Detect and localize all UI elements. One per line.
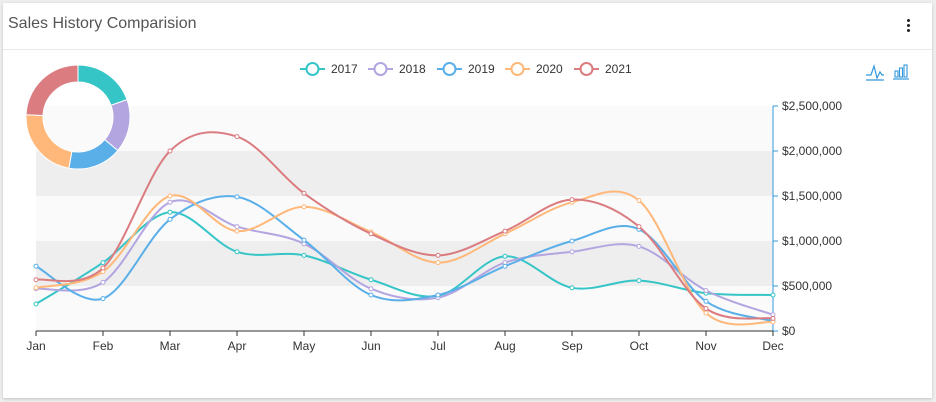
card-title: Sales History Comparision bbox=[8, 15, 197, 32]
legend-label-2021[interactable]: 2021 bbox=[605, 62, 632, 76]
data-point-2018[interactable] bbox=[167, 199, 173, 205]
data-point-2019[interactable] bbox=[703, 298, 709, 304]
data-point-2020[interactable] bbox=[33, 285, 39, 291]
data-point-2020[interactable] bbox=[636, 198, 642, 203]
legend-marker-2019[interactable] bbox=[442, 62, 457, 76]
series-line-2018 bbox=[35, 199, 774, 316]
data-point-2019[interactable] bbox=[435, 292, 441, 298]
data-point-2017[interactable] bbox=[100, 260, 106, 266]
x-tick-label: Jun bbox=[361, 339, 380, 353]
y-tick-label: $1,000,000 bbox=[782, 234, 842, 248]
data-point-2017[interactable] bbox=[33, 301, 39, 307]
bar-chart-icon[interactable] bbox=[893, 64, 909, 80]
data-point-2021[interactable] bbox=[167, 148, 173, 154]
data-point-2017[interactable] bbox=[502, 253, 508, 259]
data-point-2018[interactable] bbox=[234, 224, 240, 230]
legend-marker-2017[interactable] bbox=[305, 62, 320, 76]
kebab-vertical-icon[interactable] bbox=[904, 19, 912, 35]
data-point-2018[interactable] bbox=[703, 288, 709, 293]
x-tick-label: Oct bbox=[630, 339, 649, 353]
data-point-2019[interactable] bbox=[234, 194, 240, 200]
data-point-2021[interactable] bbox=[703, 306, 709, 311]
data-point-2021[interactable] bbox=[301, 190, 307, 196]
x-tick-label: Mar bbox=[160, 339, 181, 353]
data-point-2019[interactable] bbox=[502, 263, 508, 269]
legend-marker-2020[interactable] bbox=[510, 62, 525, 76]
x-tick-label: Sep bbox=[561, 339, 583, 353]
data-point-2019[interactable] bbox=[569, 238, 575, 244]
donut-slice-2017[interactable] bbox=[77, 64, 128, 106]
y-tick-label: $2,500,000 bbox=[782, 99, 842, 113]
data-point-2017[interactable] bbox=[636, 278, 642, 284]
legend-label-2020[interactable]: 2020 bbox=[536, 62, 563, 76]
data-point-2017[interactable] bbox=[167, 209, 173, 215]
donut-slice-2021[interactable] bbox=[25, 64, 79, 116]
data-point-2018[interactable] bbox=[569, 249, 575, 255]
data-point-2019[interactable] bbox=[167, 216, 173, 222]
data-point-2020[interactable] bbox=[301, 204, 307, 210]
grid-band bbox=[36, 106, 773, 151]
data-point-2021[interactable] bbox=[636, 224, 642, 230]
data-point-2018[interactable] bbox=[636, 243, 642, 249]
data-point-2017[interactable] bbox=[569, 285, 575, 291]
y-tick-label: $0 bbox=[782, 324, 796, 338]
series-line-2020 bbox=[35, 190, 774, 326]
y-tick-label: $2,000,000 bbox=[782, 144, 842, 158]
data-point-2017[interactable] bbox=[301, 252, 307, 258]
data-point-2021[interactable] bbox=[368, 231, 374, 237]
data-point-2017[interactable] bbox=[234, 249, 240, 255]
data-point-2021[interactable] bbox=[435, 252, 441, 258]
data-point-2020[interactable] bbox=[435, 260, 441, 266]
x-tick-label: May bbox=[293, 339, 316, 353]
x-tick-label: Dec bbox=[762, 339, 783, 353]
y-tick-label: $500,000 bbox=[782, 279, 832, 293]
data-point-2021[interactable] bbox=[502, 228, 508, 234]
legend-label-2018[interactable]: 2018 bbox=[399, 62, 426, 76]
data-point-2021[interactable] bbox=[33, 277, 39, 283]
data-point-2021[interactable] bbox=[234, 134, 240, 140]
data-point-2019[interactable] bbox=[368, 292, 374, 298]
legend-label-2017[interactable]: 2017 bbox=[331, 62, 358, 76]
grid-band bbox=[36, 151, 773, 196]
grid-band bbox=[36, 286, 773, 331]
data-point-2019[interactable] bbox=[301, 237, 307, 243]
x-tick-label: Jan bbox=[26, 339, 45, 353]
x-tick-label: Jul bbox=[430, 339, 445, 353]
x-tick-label: Feb bbox=[93, 339, 114, 353]
data-point-2019[interactable] bbox=[100, 296, 106, 302]
data-point-2021[interactable] bbox=[770, 315, 776, 321]
legend-marker-2021[interactable] bbox=[579, 62, 594, 76]
data-point-2020[interactable] bbox=[167, 193, 173, 199]
card-header: Sales History Comparision bbox=[3, 3, 932, 50]
x-tick-label: Nov bbox=[695, 339, 716, 353]
data-point-2021[interactable] bbox=[569, 197, 575, 203]
data-point-2017[interactable] bbox=[368, 277, 374, 283]
legend-marker-2018[interactable] bbox=[373, 62, 388, 76]
data-point-2019[interactable] bbox=[33, 263, 39, 269]
line-chart-icon[interactable] bbox=[866, 63, 884, 81]
x-tick-label: Aug bbox=[494, 339, 515, 353]
data-point-2017[interactable] bbox=[770, 292, 776, 298]
data-point-2021[interactable] bbox=[100, 265, 106, 271]
data-point-2020[interactable] bbox=[234, 228, 240, 234]
y-tick-label: $1,500,000 bbox=[782, 189, 842, 203]
x-tick-label: Apr bbox=[228, 339, 247, 353]
series-line-2021 bbox=[35, 131, 774, 320]
legend-label-2019[interactable]: 2019 bbox=[468, 62, 495, 76]
data-point-2020[interactable] bbox=[703, 310, 709, 316]
data-point-2018[interactable] bbox=[368, 286, 374, 292]
data-point-2018[interactable] bbox=[100, 279, 106, 285]
